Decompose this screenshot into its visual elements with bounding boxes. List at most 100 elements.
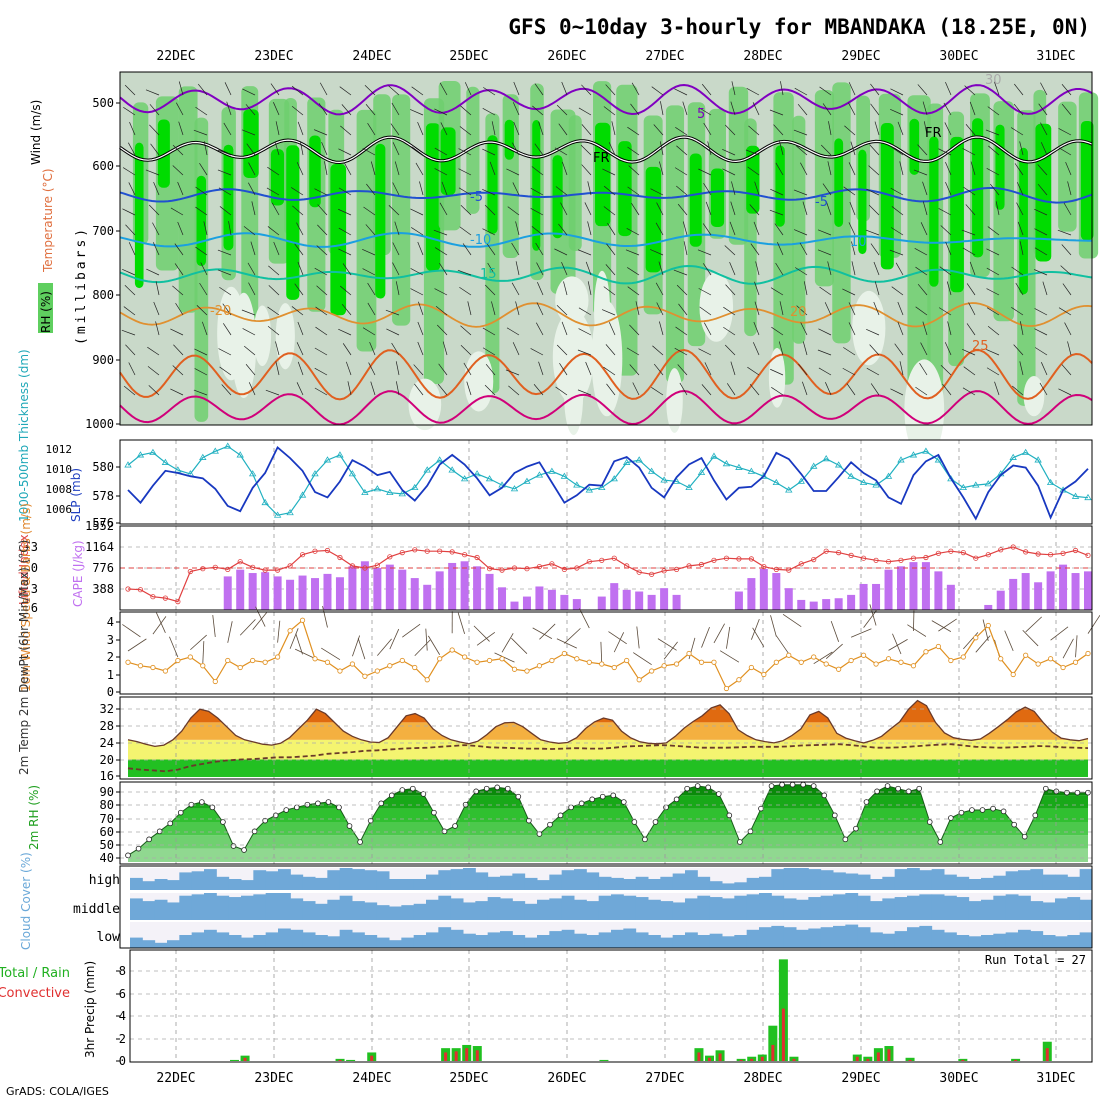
- wind-contour-5: [119, 83, 1093, 116]
- cape-bar: [847, 594, 856, 610]
- cloud-cell: [956, 876, 970, 890]
- cloud-cell: [364, 902, 378, 920]
- wind-barb: [653, 124, 664, 136]
- thickness-point: [1021, 448, 1030, 455]
- lifted-index-point: [786, 567, 792, 573]
- wind-barb: [730, 201, 736, 216]
- lifted-index-point: [711, 557, 717, 563]
- rh-point: [789, 781, 796, 788]
- wind-speed-point: [187, 654, 193, 660]
- precip-convective-bar: [750, 1058, 754, 1061]
- wind-barb: [1019, 241, 1024, 256]
- wind-barb: [196, 305, 208, 316]
- wind-barb: [438, 363, 448, 376]
- wind-barb: [174, 243, 184, 256]
- wind-speed-point: [362, 673, 368, 679]
- lifted-index-axis-label: Lifted Index: [17, 534, 31, 605]
- top-date-labels: 22DEC 23DEC 24DEC 25DEC 26DEC 27DEC 28DEC 29DEC…: [156, 49, 1075, 64]
- cape-axis-label: CAPE (J/kg): [71, 540, 85, 607]
- lifted-index-point: [836, 549, 842, 556]
- wind-barb: [458, 168, 472, 176]
- thickness-point: [1034, 456, 1042, 463]
- wind-barb: [778, 341, 784, 356]
- thickness-point: [485, 475, 494, 482]
- wind-barb: [203, 221, 208, 236]
- wind-barb: [291, 105, 304, 116]
- pressure-tick-label: 1000: [85, 417, 114, 431]
- wind-speed-point: [686, 650, 692, 657]
- cape-bar: [298, 575, 307, 610]
- wind-barb: [578, 328, 592, 336]
- thickness-point: [822, 455, 830, 462]
- cloud-cell: [450, 898, 464, 920]
- temp-tick-label: 20: [100, 753, 114, 767]
- cloud-cell: [142, 881, 156, 890]
- wind-barb: [1015, 282, 1024, 296]
- surface-wind-barb: [713, 623, 725, 644]
- dry-patch: [904, 359, 945, 460]
- cloud-cell: [1030, 931, 1044, 948]
- wind-barb: [250, 241, 256, 256]
- thickness-point: [598, 483, 606, 491]
- wind-barb: [193, 129, 208, 136]
- cloud-cell: [191, 894, 205, 920]
- wind-barb: [556, 304, 568, 316]
- rh-point: [895, 785, 901, 792]
- cloud-cell: [487, 932, 501, 948]
- cloud-cell: [919, 925, 933, 948]
- wind-barb: [682, 101, 688, 116]
- wind-barb: [125, 344, 136, 356]
- cloud-cell: [722, 883, 735, 890]
- cloud-cell: [561, 870, 575, 890]
- slp-tick-label: 1006: [46, 503, 73, 516]
- wind-speed-point: [748, 664, 754, 671]
- lifted-index-point: [162, 595, 169, 601]
- precip-tick-label: 4: [119, 1009, 126, 1023]
- thickness-point: [224, 442, 232, 449]
- wind-barb: [1012, 385, 1024, 396]
- thickness-point: [510, 485, 519, 492]
- wind-barb: [395, 381, 400, 396]
- thickness-slp-lines: [124, 442, 1092, 521]
- wind-barb: [675, 127, 688, 136]
- wind-barb: [300, 141, 304, 156]
- rh-core: [196, 175, 207, 267]
- wind-barb: [653, 363, 664, 376]
- precip-total-bar: [346, 1059, 356, 1061]
- lifted-index-point: [324, 547, 331, 554]
- wind-barb: [152, 242, 160, 256]
- cloud-cell: [672, 902, 686, 920]
- cloud-cell: [327, 899, 341, 920]
- thickness-point: [710, 452, 718, 459]
- lifted-index-point: [661, 568, 667, 574]
- wind-barb: [944, 342, 952, 356]
- wind-barb: [818, 328, 832, 336]
- wind-barb: [986, 307, 1000, 316]
- contour-label: 20: [790, 305, 807, 320]
- wind-speed-point: [324, 659, 331, 665]
- surface-wind-barb: [775, 635, 790, 655]
- wind-barb: [769, 209, 784, 216]
- wind-barb: [849, 201, 856, 216]
- rh-point: [821, 792, 828, 799]
- cloud-cell: [796, 899, 809, 920]
- wind-barb: [291, 306, 304, 316]
- thickness-point: [585, 486, 594, 493]
- top-date-label: 24DEC: [352, 49, 391, 64]
- wind-barb: [584, 202, 592, 216]
- wind-barb: [155, 281, 160, 296]
- wind-barb: [511, 242, 520, 256]
- cloud-cell: [820, 895, 834, 920]
- wind-barb: [986, 167, 1000, 176]
- thickness-point: [423, 466, 431, 473]
- lifted-index-point: [125, 586, 131, 592]
- wind-speed-point: [711, 659, 717, 665]
- wind-barb: [922, 181, 928, 196]
- footer-credit: GrADS: COLA/IGES: [6, 1085, 109, 1098]
- cloud-cell: [574, 869, 587, 890]
- lifted-index-point: [611, 555, 617, 561]
- wind-barb: [366, 183, 376, 196]
- wind-barb: [826, 201, 832, 216]
- surface-wind-barb: [357, 638, 366, 660]
- wind-barb: [558, 123, 568, 136]
